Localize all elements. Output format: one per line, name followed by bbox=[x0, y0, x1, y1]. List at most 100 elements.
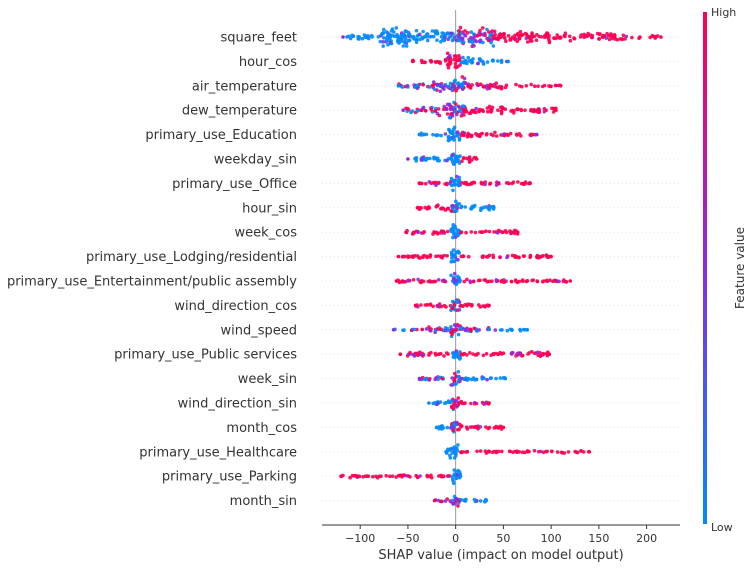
data-point bbox=[567, 34, 572, 39]
data-point bbox=[423, 377, 427, 382]
data-point bbox=[542, 35, 546, 39]
data-point bbox=[455, 204, 460, 208]
data-point-min bbox=[404, 230, 408, 234]
data-point bbox=[548, 278, 552, 283]
data-point bbox=[452, 472, 457, 477]
data-point bbox=[457, 279, 462, 284]
data-point bbox=[516, 351, 521, 355]
data-point bbox=[488, 32, 493, 37]
data-point bbox=[473, 424, 478, 429]
data-point bbox=[457, 308, 462, 312]
data-point bbox=[444, 305, 448, 309]
data-point bbox=[456, 443, 460, 447]
data-point bbox=[620, 37, 625, 42]
data-point bbox=[485, 60, 490, 64]
data-point bbox=[440, 424, 445, 428]
data-point bbox=[453, 497, 458, 502]
data-point bbox=[530, 31, 534, 35]
data-point bbox=[521, 327, 526, 332]
feature-label: primary_use_Entertainment/public assembl… bbox=[7, 275, 297, 290]
data-point bbox=[461, 156, 466, 160]
data-point bbox=[481, 230, 486, 234]
data-point bbox=[427, 206, 432, 210]
data-point bbox=[456, 402, 461, 406]
data-point bbox=[417, 255, 421, 260]
data-point-min bbox=[410, 59, 415, 64]
data-point bbox=[447, 84, 451, 89]
data-point bbox=[445, 51, 450, 56]
data-point bbox=[461, 352, 466, 357]
data-point bbox=[461, 104, 466, 108]
data-point bbox=[472, 44, 476, 48]
data-point bbox=[523, 31, 528, 36]
data-point-max bbox=[487, 401, 491, 405]
data-point bbox=[456, 396, 461, 400]
data-point bbox=[473, 230, 478, 235]
data-point bbox=[449, 330, 453, 335]
data-point bbox=[547, 37, 551, 42]
data-point bbox=[544, 449, 548, 454]
data-point bbox=[378, 39, 383, 44]
data-point bbox=[443, 182, 447, 186]
data-point bbox=[462, 132, 466, 137]
data-point bbox=[401, 328, 405, 333]
data-point bbox=[535, 279, 540, 284]
data-point-max bbox=[547, 352, 552, 357]
data-point bbox=[532, 351, 537, 356]
data-point bbox=[459, 31, 463, 36]
data-point bbox=[481, 40, 485, 45]
feature-label: wind_direction_sin bbox=[178, 397, 297, 412]
data-point bbox=[504, 230, 509, 235]
data-point bbox=[574, 450, 578, 454]
data-point bbox=[381, 40, 385, 44]
data-point bbox=[509, 352, 514, 356]
data-point bbox=[435, 82, 440, 87]
data-point bbox=[435, 230, 439, 235]
data-point bbox=[488, 181, 493, 186]
data-point bbox=[353, 473, 358, 478]
data-point bbox=[484, 352, 489, 356]
data-point bbox=[582, 32, 586, 37]
data-point bbox=[449, 106, 453, 110]
data-point bbox=[425, 255, 429, 260]
data-point bbox=[510, 108, 515, 113]
data-point bbox=[461, 40, 466, 45]
data-point bbox=[423, 60, 427, 65]
data-point-min bbox=[417, 181, 422, 186]
x-axis-ticks: −100 −50 0 50 100 150 200 bbox=[345, 525, 657, 545]
data-point bbox=[499, 86, 504, 90]
data-point bbox=[467, 111, 472, 116]
data-point bbox=[529, 82, 533, 87]
data-point bbox=[433, 109, 438, 113]
data-point bbox=[513, 33, 517, 38]
beeswarm-dots bbox=[339, 25, 663, 508]
data-point bbox=[439, 499, 443, 504]
data-point bbox=[489, 376, 494, 380]
data-point bbox=[503, 107, 508, 111]
data-point bbox=[450, 203, 455, 208]
data-point bbox=[439, 133, 443, 138]
data-point bbox=[452, 468, 457, 472]
data-point bbox=[607, 37, 612, 42]
data-point-max bbox=[587, 450, 592, 454]
data-point bbox=[472, 400, 477, 405]
data-point bbox=[492, 29, 497, 34]
data-point bbox=[445, 254, 450, 258]
x-tick-label: 200 bbox=[636, 532, 657, 545]
data-point bbox=[469, 134, 474, 139]
data-point bbox=[655, 34, 660, 38]
data-point bbox=[493, 328, 498, 332]
data-point bbox=[439, 327, 443, 332]
data-point bbox=[429, 473, 433, 478]
data-point bbox=[429, 107, 434, 112]
x-tick-label: −100 bbox=[345, 532, 375, 545]
data-point bbox=[455, 81, 460, 86]
data-point bbox=[498, 255, 502, 259]
data-point bbox=[540, 279, 545, 284]
data-point bbox=[463, 205, 468, 209]
data-point bbox=[484, 205, 488, 209]
feature-row-17 bbox=[444, 443, 592, 460]
data-point bbox=[452, 382, 457, 387]
data-point bbox=[494, 424, 498, 429]
data-point bbox=[394, 475, 399, 479]
